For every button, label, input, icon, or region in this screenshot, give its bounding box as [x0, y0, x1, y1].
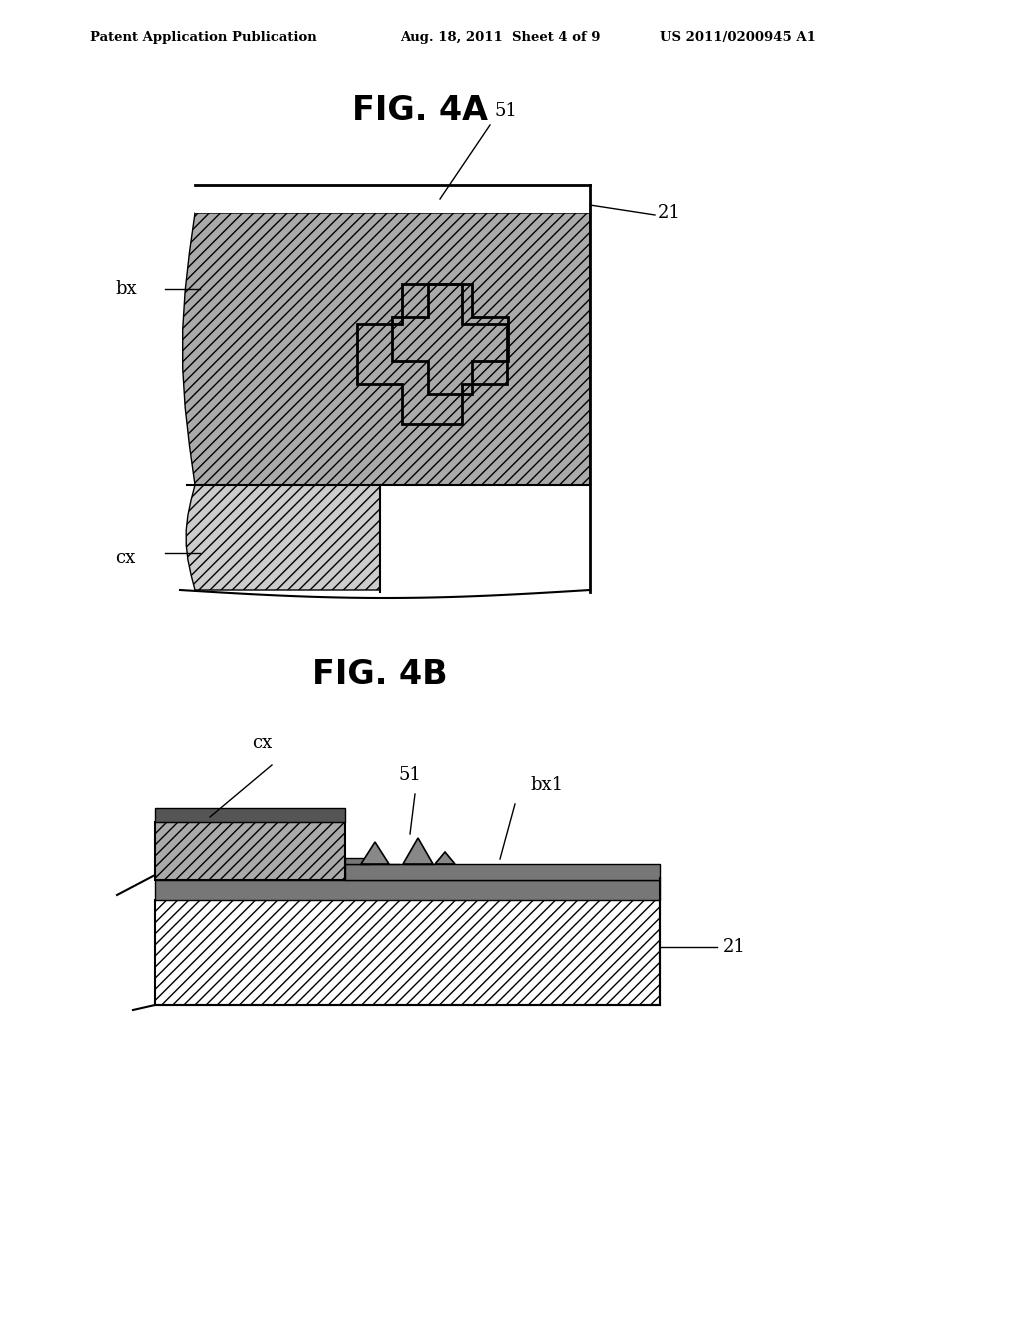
Polygon shape [435, 851, 455, 865]
Bar [155, 808, 345, 822]
Text: 51: 51 [495, 102, 518, 120]
Polygon shape [182, 213, 590, 484]
Bar [195, 185, 590, 213]
Bar [155, 822, 345, 880]
Text: FIG. 4B: FIG. 4B [312, 659, 447, 692]
Text: 21: 21 [658, 205, 681, 222]
Bar [155, 880, 660, 900]
Text: 51: 51 [398, 766, 422, 784]
Text: cx: cx [115, 549, 135, 568]
Polygon shape [403, 838, 433, 865]
Text: Patent Application Publication: Patent Application Publication [90, 32, 316, 45]
Bar [345, 858, 370, 865]
Text: 21: 21 [723, 939, 745, 956]
Text: cx: cx [252, 734, 272, 752]
Bar [345, 865, 660, 880]
Text: bx1: bx1 [530, 776, 563, 795]
Polygon shape [186, 484, 380, 590]
Text: US 2011/0200945 A1: US 2011/0200945 A1 [660, 32, 816, 45]
Text: FIG. 4A: FIG. 4A [352, 94, 488, 127]
Text: Aug. 18, 2011  Sheet 4 of 9: Aug. 18, 2011 Sheet 4 of 9 [400, 32, 600, 45]
Bar [155, 900, 660, 1005]
Polygon shape [361, 842, 389, 865]
Text: bx: bx [115, 280, 136, 298]
